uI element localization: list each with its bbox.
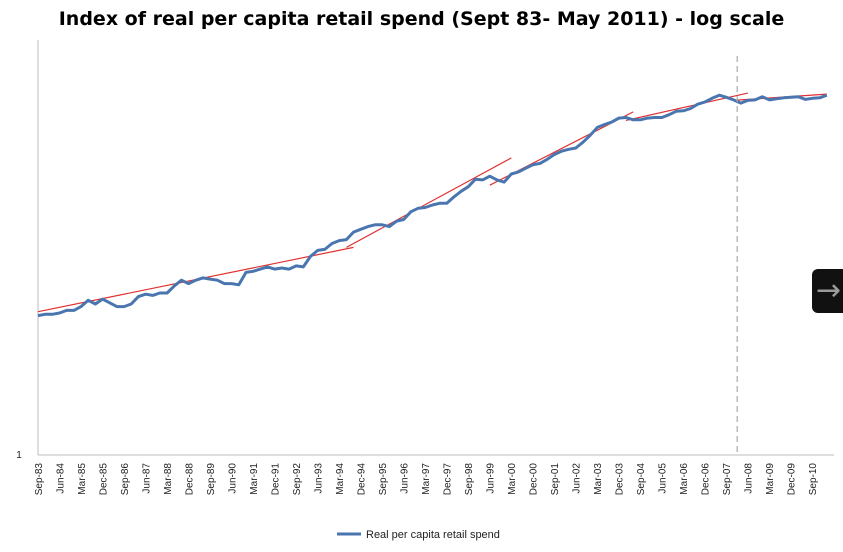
series-line-1 [37,93,828,318]
x-tick-label: Jun-96 [400,463,411,494]
x-tick-label: Jun-08 [744,463,755,494]
x-tick-label: Mar-00 [507,463,518,495]
x-tick-label: Jun-99 [486,463,497,494]
series-lines [37,93,828,318]
x-tick-label: Sep-86 [120,463,131,496]
trend-lines [37,92,827,313]
y-tick-label: 1 [16,450,22,461]
x-tick-label: Mar-06 [679,463,690,495]
x-tick-label: Sep-89 [206,463,217,496]
x-tick-label: Sep-01 [550,463,561,496]
x-tick-label: Sep-10 [808,463,819,496]
axes: 1 [16,40,834,461]
legend-label: Real per capita retail spend [366,529,500,541]
x-tick-label: Mar-03 [593,463,604,495]
x-tick-label: Dec-09 [787,463,798,496]
x-tick-label: Jun-84 [56,463,67,494]
next-arrow-button[interactable]: → [812,269,843,313]
x-tick-label: Jun-87 [142,463,153,494]
x-tick-label: Dec-85 [99,463,110,496]
x-tick-label: Mar-88 [163,463,174,495]
x-tick-label: Jun-02 [572,463,583,494]
x-tick-label: Dec-00 [529,463,540,496]
x-tick-label: Jun-90 [228,463,239,494]
x-tick-label: Mar-97 [421,463,432,495]
x-tick-label: Jun-93 [314,463,325,494]
x-tick-label: Mar-91 [249,463,260,495]
trend-line-2 [346,157,512,248]
x-tick-label: Sep-04 [636,463,647,496]
x-tick-label: Sep-98 [464,463,475,496]
x-tick-label: Jun-05 [658,463,669,494]
x-tick-label: Sep-92 [292,463,303,496]
x-tick-label: Dec-03 [615,463,626,496]
x-tick-label: Dec-06 [701,463,712,496]
x-tick-label: Mar-09 [765,463,776,495]
legend: Real per capita retail spend [337,529,500,541]
x-tick-label: Dec-94 [357,463,368,496]
x-tick-label: Dec-97 [443,463,454,496]
x-tick-labels: Sep-83 Jun-84 Mar-85 Dec-85 Sep-86 Jun-87 Mar-… [34,463,819,496]
x-tick-label: Mar-94 [335,463,346,495]
x-tick-label: Sep-83 [34,463,45,496]
chart-title: Index of real per capita retail spend (S… [58,8,785,30]
x-tick-label: Sep-95 [378,463,389,496]
x-tick-label: Dec-91 [271,463,282,496]
x-tick-label: Mar-85 [77,463,88,495]
x-tick-label: Dec-88 [185,463,196,496]
x-tick-label: Sep-07 [722,463,733,496]
